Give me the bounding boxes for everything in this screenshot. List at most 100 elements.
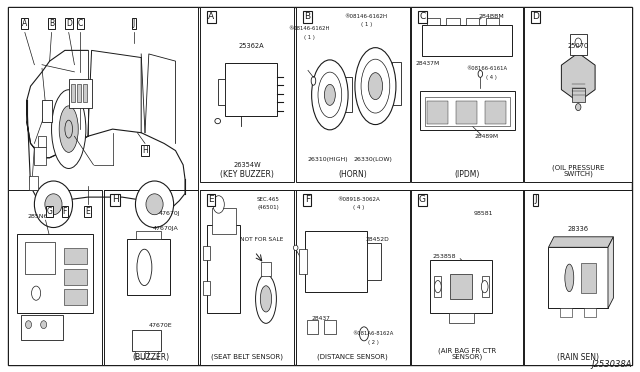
Bar: [207, 225, 241, 313]
Bar: [411, 7, 523, 182]
Bar: [35, 147, 46, 165]
Bar: [261, 262, 271, 276]
Ellipse shape: [213, 196, 224, 213]
Bar: [392, 62, 401, 105]
Text: 47670J: 47670J: [159, 211, 180, 216]
Bar: [424, 97, 510, 126]
Bar: [524, 190, 632, 365]
Bar: [70, 84, 75, 102]
Text: 26310(HIGH): 26310(HIGH): [307, 157, 348, 162]
Text: ( 1 ): ( 1 ): [361, 22, 372, 28]
Text: 285N6M: 285N6M: [28, 214, 54, 219]
Bar: [433, 276, 441, 297]
Text: 26330(LOW): 26330(LOW): [354, 157, 392, 162]
Text: 28452D: 28452D: [366, 237, 390, 242]
Bar: [524, 7, 632, 182]
Bar: [367, 243, 381, 280]
Text: F: F: [305, 195, 310, 204]
Bar: [29, 176, 38, 190]
Text: A: A: [22, 19, 28, 28]
Bar: [64, 248, 87, 264]
Polygon shape: [561, 53, 595, 102]
Text: NOT FOR SALE: NOT FOR SALE: [239, 237, 283, 242]
Bar: [68, 79, 92, 108]
Ellipse shape: [565, 264, 574, 292]
Ellipse shape: [481, 280, 488, 293]
Text: A: A: [208, 12, 214, 21]
Text: 28437M: 28437M: [415, 61, 440, 66]
Bar: [77, 84, 81, 102]
Bar: [449, 313, 474, 323]
Bar: [561, 308, 572, 317]
Ellipse shape: [361, 59, 390, 113]
Bar: [218, 79, 225, 105]
Bar: [212, 208, 236, 234]
Text: J253038A: J253038A: [592, 360, 632, 369]
Bar: [202, 281, 210, 295]
Bar: [344, 77, 353, 112]
Text: (KEY BUZZER): (KEY BUZZER): [220, 170, 274, 179]
Bar: [450, 275, 472, 299]
Text: J: J: [534, 195, 537, 204]
Bar: [305, 231, 367, 292]
Text: 25362A: 25362A: [238, 43, 264, 49]
Bar: [456, 101, 477, 124]
Ellipse shape: [26, 321, 31, 328]
Bar: [420, 92, 515, 130]
Text: ( 2 ): ( 2 ): [368, 340, 379, 345]
Text: J: J: [132, 19, 134, 28]
Text: ®08166-6161A: ®08166-6161A: [467, 66, 508, 71]
Ellipse shape: [368, 73, 383, 100]
Ellipse shape: [312, 60, 348, 130]
Text: E: E: [85, 207, 90, 216]
Text: (IPDM): (IPDM): [454, 170, 479, 179]
Ellipse shape: [52, 90, 86, 169]
Ellipse shape: [478, 70, 483, 77]
Text: G: G: [47, 207, 52, 216]
Ellipse shape: [31, 286, 41, 300]
Ellipse shape: [215, 118, 221, 124]
Bar: [200, 7, 294, 182]
Bar: [486, 18, 499, 25]
Text: 47670E: 47670E: [148, 323, 172, 328]
Bar: [428, 101, 449, 124]
Bar: [422, 25, 512, 57]
Bar: [135, 351, 145, 358]
Bar: [225, 63, 277, 116]
Bar: [202, 246, 210, 260]
Text: C: C: [419, 12, 426, 21]
Bar: [21, 315, 63, 340]
Text: ®08146-6162H: ®08146-6162H: [345, 14, 388, 19]
Bar: [446, 18, 460, 25]
Text: (BUZZER): (BUZZER): [132, 353, 170, 362]
Text: ®08146-6162H: ®08146-6162H: [289, 26, 330, 31]
Text: 28336: 28336: [568, 226, 589, 232]
Bar: [83, 84, 88, 102]
Text: C: C: [77, 19, 83, 28]
Bar: [427, 18, 440, 25]
Bar: [466, 18, 479, 25]
Bar: [296, 7, 410, 182]
Bar: [38, 136, 46, 147]
Ellipse shape: [137, 249, 152, 286]
Ellipse shape: [575, 38, 582, 47]
Text: 253858: 253858: [433, 254, 456, 259]
Text: D: D: [66, 19, 72, 28]
Text: 25070: 25070: [568, 43, 589, 49]
Ellipse shape: [136, 181, 173, 228]
Ellipse shape: [293, 245, 298, 250]
Text: SEC.465: SEC.465: [257, 197, 279, 202]
Ellipse shape: [355, 48, 396, 125]
Text: 26354W: 26354W: [233, 162, 261, 168]
Text: (AIR BAG FR CTR: (AIR BAG FR CTR: [438, 347, 496, 354]
Ellipse shape: [435, 280, 441, 293]
Ellipse shape: [41, 321, 47, 328]
Polygon shape: [608, 237, 613, 308]
Bar: [64, 289, 87, 305]
Text: 28437: 28437: [311, 315, 330, 321]
Ellipse shape: [318, 72, 342, 118]
Text: 28489M: 28489M: [475, 134, 499, 140]
Text: ( 1 ): ( 1 ): [304, 35, 315, 40]
Bar: [572, 88, 585, 102]
Text: (SEAT BELT SENSOR): (SEAT BELT SENSOR): [211, 354, 283, 360]
